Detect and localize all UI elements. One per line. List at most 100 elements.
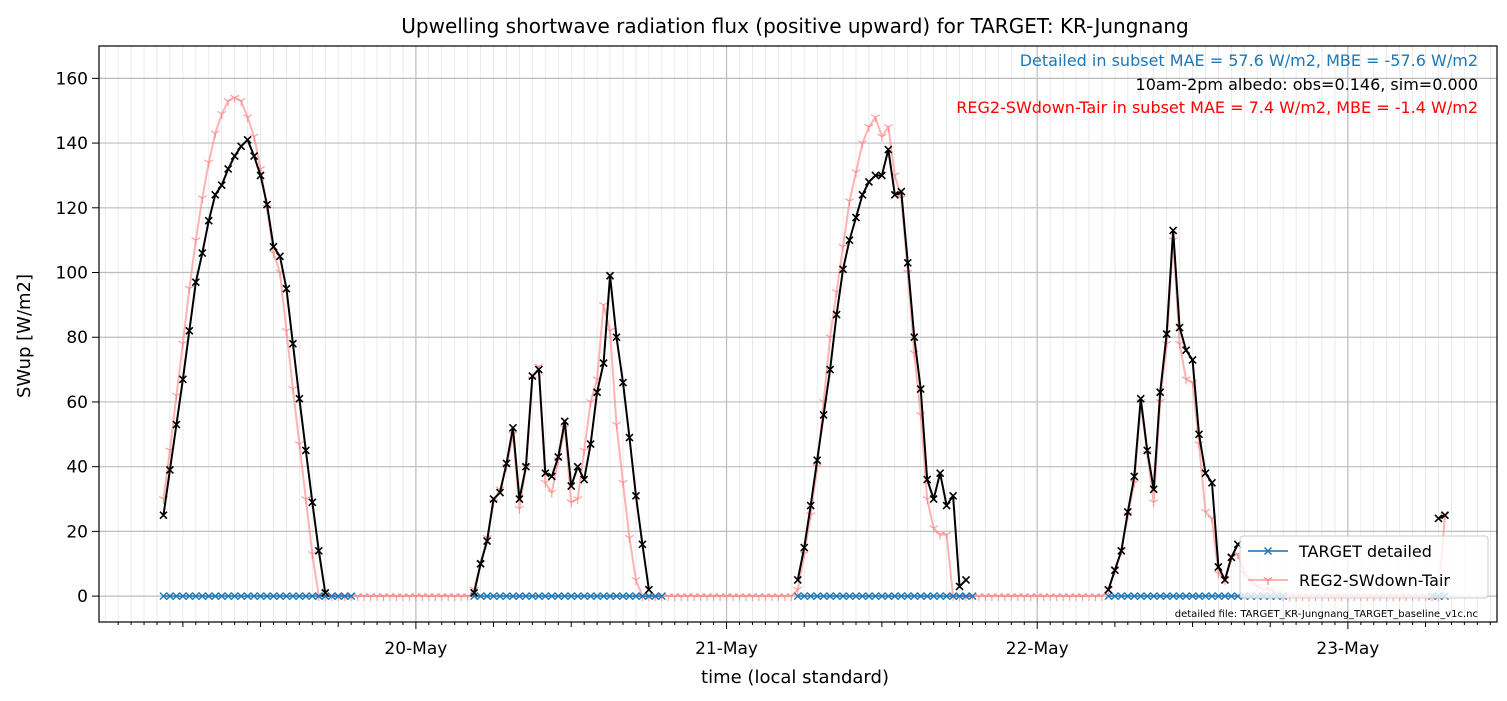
detailed-marker [211, 592, 220, 601]
detailed-marker [606, 592, 615, 601]
reg2-marker [942, 531, 952, 540]
obs-marker [593, 388, 602, 397]
detailed-marker [858, 592, 867, 601]
detailed-marker [890, 592, 899, 601]
detailed-marker [631, 592, 640, 601]
reg2-marker [294, 441, 304, 450]
obs-marker [508, 423, 518, 432]
reg2-marker [178, 340, 188, 349]
obs-marker [495, 488, 505, 497]
obs-marker [806, 501, 815, 510]
detailed-marker [942, 592, 951, 601]
x-tick-label: 20-May [384, 639, 447, 659]
reg2-marker [217, 110, 227, 119]
detailed-marker [1182, 592, 1191, 601]
obs-marker [515, 494, 524, 504]
detailed-marker [204, 592, 213, 601]
y-tick-label: 100 [56, 264, 88, 284]
detailed-marker [301, 592, 310, 601]
detailed-marker [1149, 592, 1158, 601]
obs-marker [800, 543, 809, 552]
obs-marker [547, 472, 556, 481]
obs-marker [586, 439, 595, 449]
obs-marker [476, 559, 485, 568]
obs-marker [580, 475, 589, 484]
obs-marker [159, 511, 168, 520]
detailed-marker [573, 592, 582, 601]
obs-marker [1117, 546, 1126, 555]
detailed-marker [165, 592, 174, 601]
obs-marker [625, 433, 634, 442]
detailed-marker [347, 592, 356, 601]
obs-marker [1434, 514, 1443, 523]
detailed-marker [224, 592, 233, 601]
x-axis-ticks: 20-May 21-May 22-May 23-May [117, 622, 1491, 659]
obs-marker [826, 365, 835, 374]
obs-marker [644, 585, 653, 594]
obs-marker [554, 452, 563, 462]
reg2-marker [631, 576, 641, 585]
obs-line [473, 274, 650, 594]
reg2-marker [877, 133, 887, 142]
obs-marker [949, 491, 958, 500]
obs-marker [1440, 511, 1450, 520]
x-tick-label: 21-May [695, 639, 758, 659]
series-obs [159, 135, 1450, 597]
obs-marker [1162, 329, 1171, 339]
detailed-marker [1214, 592, 1223, 601]
detailed-marker [308, 592, 317, 601]
reg2-marker [573, 495, 583, 504]
obs-marker [178, 375, 187, 384]
obs-marker [165, 465, 174, 474]
obs-marker [910, 333, 919, 342]
annotation-reg2-stats: REG2-SWdown-Tair in subset MAE = 7.4 W/m… [956, 98, 1478, 117]
annotation-albedo: 10am-2pm albedo: obs=0.146, sim=0.000 [1136, 75, 1478, 94]
obs-marker [211, 190, 220, 199]
x-axis-label: time (local standard) [701, 667, 889, 688]
reg2-marker [210, 130, 220, 139]
legend-marker-reg2 [1263, 576, 1273, 585]
detailed-marker [1104, 592, 1113, 601]
detailed-marker [1130, 592, 1139, 601]
detailed-marker [1220, 592, 1229, 601]
reg2-marker [204, 159, 214, 168]
detailed-marker [1143, 592, 1152, 601]
legend-box [1239, 535, 1489, 599]
detailed-marker [515, 592, 524, 601]
detailed-marker [644, 592, 653, 601]
reg2-marker [838, 243, 848, 252]
detailed-marker [884, 592, 893, 601]
obs-marker [929, 494, 938, 504]
obs-marker [185, 326, 194, 335]
detailed-marker [793, 592, 802, 601]
detailed-marker [586, 592, 595, 601]
obs-marker [1130, 472, 1139, 481]
detailed-marker [1188, 592, 1197, 601]
reg2-marker [307, 550, 317, 559]
detailed-marker [1117, 592, 1126, 601]
chart-title: Upwelling shortwave radiation flux (posi… [401, 14, 1188, 38]
reg2-marker [184, 285, 194, 294]
obs-marker [884, 145, 893, 154]
detailed-marker [476, 592, 485, 601]
detailed-marker [534, 592, 543, 601]
obs-marker [1156, 388, 1165, 397]
obs-marker [217, 181, 226, 190]
detailed-marker [275, 592, 284, 601]
reg2-marker [236, 98, 246, 107]
obs-marker [955, 582, 964, 591]
obs-marker [269, 242, 278, 251]
detailed-marker [813, 592, 822, 601]
obs-marker [308, 498, 317, 507]
obs-marker [1123, 507, 1132, 517]
detailed-marker [864, 592, 873, 601]
legend-label-detailed: TARGET detailed [1298, 542, 1432, 561]
obs-marker [1201, 469, 1210, 478]
reg2-marker [586, 398, 596, 407]
reg2-marker [611, 421, 622, 430]
detailed-marker [263, 592, 272, 601]
detailed-marker [651, 592, 660, 601]
detailed-marker [178, 592, 187, 601]
detailed-marker [502, 592, 511, 601]
